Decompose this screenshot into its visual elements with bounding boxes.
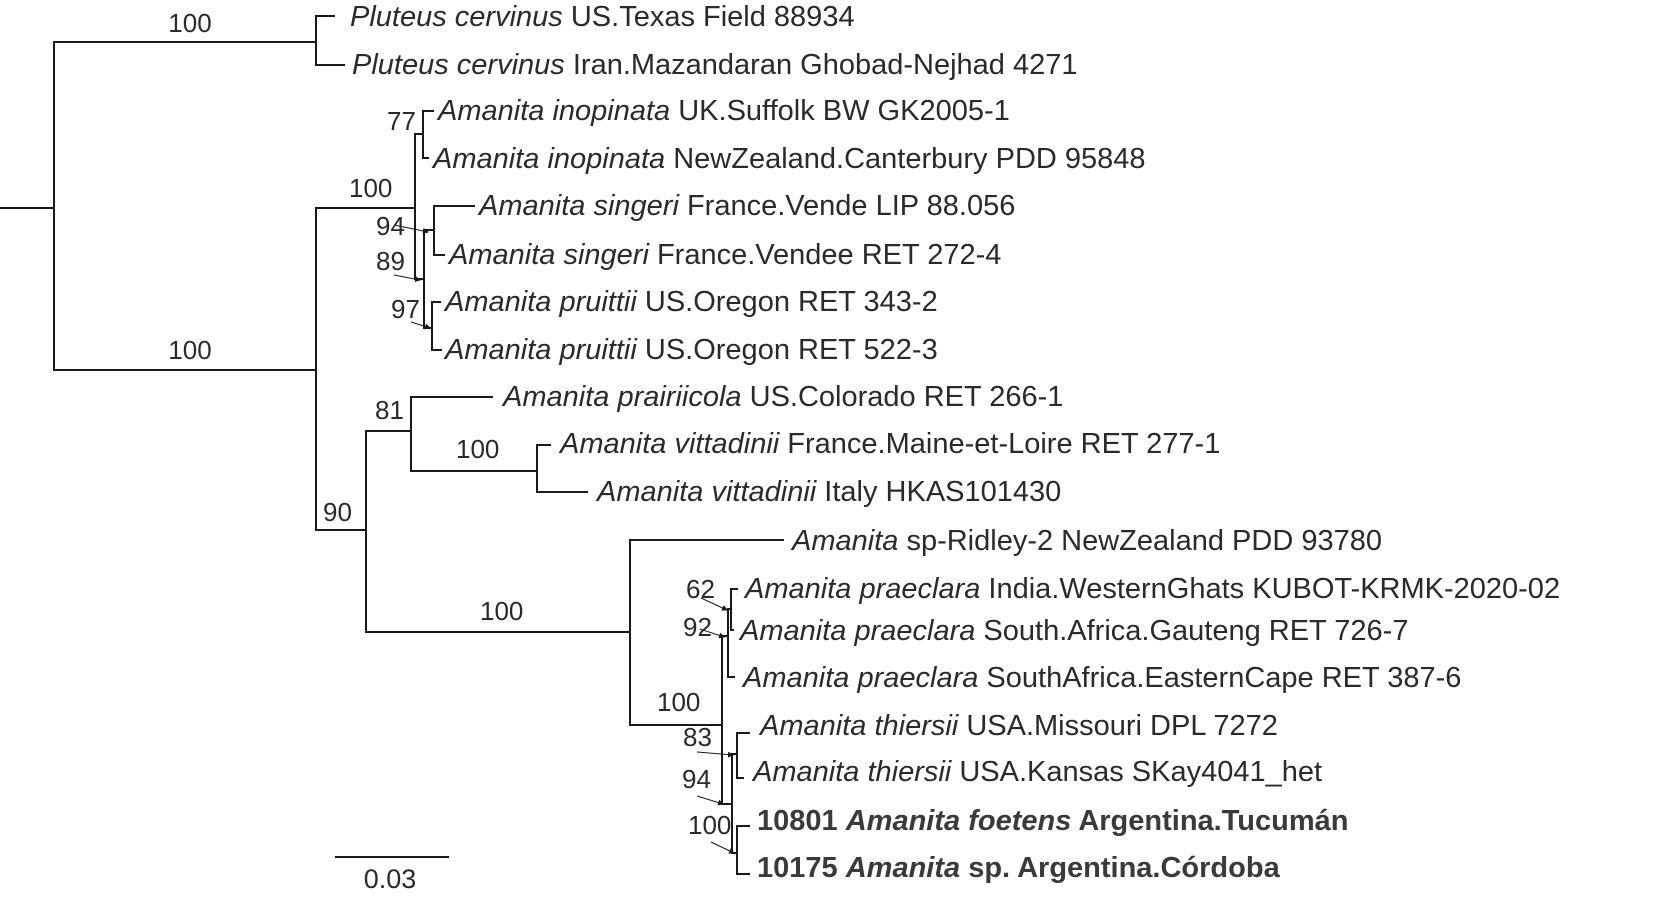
branch-vittadinii bbox=[410, 444, 588, 493]
support-praeclara-ab: 62 bbox=[686, 574, 715, 604]
taxon-label: Amanita pruittii US.Oregon RET 522-3 bbox=[443, 334, 938, 366]
support-values: 100 100 77 100 94 89 97 81 100 90 100 62… bbox=[168, 8, 731, 840]
branch-argentina bbox=[731, 825, 750, 875]
taxon-label: Amanita vittadinii Italy HKAS101430 bbox=[595, 476, 1061, 508]
branch-group1 bbox=[315, 133, 416, 280]
support-prairiicola: 81 bbox=[375, 395, 404, 425]
support-amanita: 100 bbox=[168, 335, 211, 365]
branch-inopinata bbox=[414, 110, 434, 159]
support-sp-group: 89 bbox=[376, 246, 405, 276]
support-inopinata: 77 bbox=[387, 106, 416, 136]
branch-group3 bbox=[365, 539, 784, 726]
support-vittadinii: 100 bbox=[456, 434, 499, 464]
branch-root bbox=[0, 41, 55, 371]
branch-pruittii bbox=[423, 301, 442, 351]
support-pointers bbox=[393, 224, 735, 854]
taxon-label: Amanita inopinata NewZealand.Canterbury … bbox=[431, 143, 1146, 175]
branch-thiersii bbox=[731, 732, 750, 779]
scale-bar: 0.03 bbox=[335, 856, 449, 894]
support-pluteus: 100 bbox=[168, 8, 211, 38]
taxon-label: Amanita singeri France.Vendee RET 272-4 bbox=[447, 239, 1001, 271]
taxon-label: Amanita pruittii US.Oregon RET 343-2 bbox=[443, 286, 938, 318]
support-argentina: 100 bbox=[688, 810, 731, 840]
support-group4: 100 bbox=[657, 687, 700, 717]
taxon-label: Amanita thiersii USA.Kansas SKay4041_het bbox=[751, 756, 1322, 788]
support-group1: 100 bbox=[349, 173, 392, 203]
taxon-label: Amanita praeclara India.WesternGhats KUB… bbox=[743, 573, 1560, 605]
branch-praeclara bbox=[721, 588, 738, 678]
support-group3: 100 bbox=[480, 596, 523, 626]
taxon-label: Amanita prairiicola US.Colorado RET 266-… bbox=[501, 381, 1063, 413]
branch-pluteus bbox=[53, 15, 345, 66]
taxon-label: Amanita thiersii USA.Missouri DPL 7272 bbox=[758, 710, 1278, 742]
support-praeclara: 92 bbox=[683, 612, 712, 642]
taxon-label: Amanita praeclara SouthAfrica.EasternCap… bbox=[741, 662, 1461, 694]
support-singeri: 94 bbox=[376, 211, 405, 241]
support-thiersii-group: 94 bbox=[682, 764, 711, 794]
branch-singeri bbox=[423, 205, 475, 256]
taxon-label: Amanita praeclara South.Africa.Gauteng R… bbox=[738, 615, 1408, 647]
scale-bar-label: 0.03 bbox=[364, 864, 417, 894]
taxon-label: Pluteus cervinus Iran.Mazandaran Ghobad-… bbox=[352, 49, 1078, 81]
taxon-labels: Pluteus cervinus US.Texas Field 88934 Pl… bbox=[350, 1, 1560, 884]
taxon-label-highlight: 10801 Amanita foetens Argentina.Tucumán bbox=[757, 805, 1348, 837]
branch-amanita bbox=[53, 207, 317, 531]
branch-prairiicola-clade bbox=[365, 396, 493, 472]
taxon-label-highlight: 10175 Amanita sp. Argentina.Córdoba bbox=[757, 852, 1281, 884]
taxon-label: Pluteus cervinus US.Texas Field 88934 bbox=[350, 1, 855, 33]
support-pruittii: 97 bbox=[391, 294, 420, 324]
support-group2: 90 bbox=[323, 497, 352, 527]
branch-group2 bbox=[315, 430, 367, 633]
branch-group4 bbox=[629, 635, 723, 805]
taxon-label: Amanita vittadinii France.Maine-et-Loire… bbox=[558, 428, 1220, 460]
taxon-label: Amanita singeri France.Vende LIP 88.056 bbox=[477, 190, 1015, 222]
support-thiersii: 83 bbox=[683, 722, 712, 752]
taxon-label: Amanita sp-Ridley-2 NewZealand PDD 93780 bbox=[790, 525, 1382, 557]
taxon-label: Amanita inopinata UK.Suffolk BW GK2005-1 bbox=[436, 95, 1010, 127]
